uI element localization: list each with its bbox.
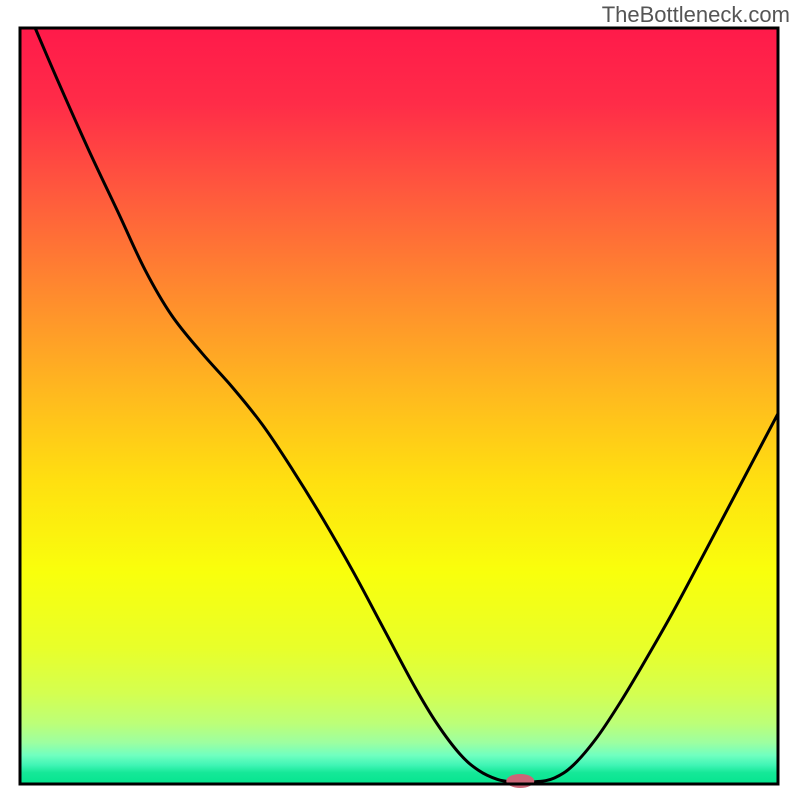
bottleneck-chart [0, 0, 800, 800]
watermark-text: TheBottleneck.com [602, 2, 790, 28]
plot-background [20, 28, 778, 784]
chart-container: TheBottleneck.com [0, 0, 800, 800]
optimal-point-marker [506, 774, 534, 788]
